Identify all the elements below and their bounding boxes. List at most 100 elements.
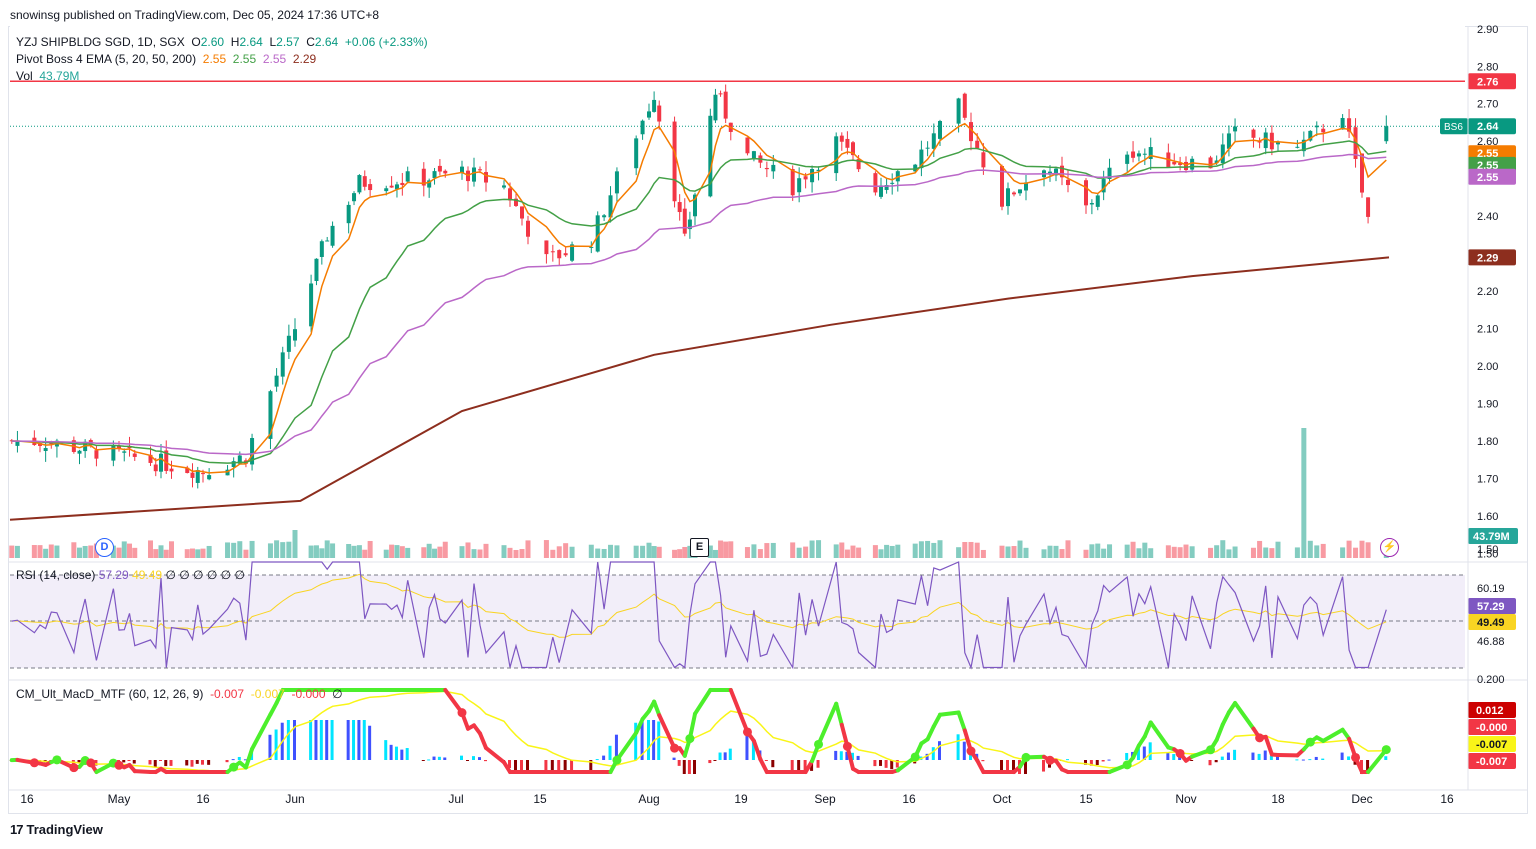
macd-histogram-bar <box>895 760 899 768</box>
macd-histogram-bar <box>657 721 661 760</box>
volume-bar <box>82 545 88 558</box>
candle-body <box>384 188 389 192</box>
candle-body <box>956 98 961 124</box>
candle-body <box>1233 126 1238 132</box>
volume-bar <box>330 543 336 558</box>
volume-bar <box>844 549 850 558</box>
candle-body <box>280 352 285 377</box>
volume-bar <box>1320 543 1326 558</box>
macd-histogram-bar <box>608 745 612 760</box>
macd-histogram-bar <box>274 729 278 760</box>
volume-bar <box>324 540 330 558</box>
volume-bar <box>421 547 427 558</box>
volume-bar <box>274 540 280 558</box>
candle-body <box>314 258 319 281</box>
candle-body <box>15 440 20 446</box>
volume-bar <box>912 543 918 558</box>
volume-bar <box>195 549 201 558</box>
flash-icon[interactable]: ⚡ <box>1380 538 1399 557</box>
macd-line-segment <box>1131 743 1141 760</box>
candle-body <box>201 473 205 475</box>
candle-body <box>845 138 850 148</box>
macd-histogram-bar <box>790 760 794 774</box>
macd-histogram-bar <box>1095 760 1099 766</box>
macd-cross-dot <box>69 763 79 773</box>
ema-legend[interactable]: Pivot Boss 4 EMA (5, 20, 50, 200) 2.55 2… <box>16 52 316 66</box>
candle-body <box>159 453 163 472</box>
macd-histogram-bar <box>405 748 409 760</box>
macd-histogram-bar <box>708 760 712 764</box>
candle-body <box>1066 179 1070 186</box>
macd-cross-dot <box>52 755 62 765</box>
volume-bar <box>1017 540 1023 558</box>
macd-histogram-bar <box>931 747 935 760</box>
volume-bar <box>1053 545 1059 558</box>
candle-body <box>797 178 802 193</box>
candle-body <box>1347 118 1352 132</box>
candle-body <box>472 167 476 182</box>
macd-histogram-bar <box>243 759 247 761</box>
macd-histogram-bar <box>443 757 447 760</box>
macd-histogram-bar <box>839 751 843 760</box>
macd-histogram-bar <box>362 720 366 760</box>
macd-histogram-bar <box>400 749 404 760</box>
macd-histogram-bar <box>557 760 561 774</box>
volume-bar <box>477 549 483 558</box>
price-tick-label: 1.80 <box>1477 436 1498 448</box>
volume-bar <box>153 549 159 558</box>
volume-bar <box>563 543 569 558</box>
candle-body <box>1263 132 1268 149</box>
volume-bar <box>71 542 77 558</box>
macd-histogram-bar <box>816 760 820 768</box>
candle-body <box>478 169 482 171</box>
macd-line-segment <box>132 769 153 774</box>
macd-line-segment <box>652 699 662 718</box>
macd-histogram-bar <box>237 756 241 760</box>
volume-bar <box>465 542 471 558</box>
price-tick-label: 2.70 <box>1477 99 1498 111</box>
volume-bar <box>980 549 986 558</box>
candle-body <box>43 448 48 451</box>
macd-cross-dot <box>1045 755 1055 765</box>
macd-histogram-bar <box>544 760 548 774</box>
candle-body <box>352 193 357 202</box>
volume-bar <box>672 549 678 558</box>
earnings-marker[interactable]: E <box>690 538 709 557</box>
candle-body <box>346 204 351 224</box>
time-axis-label: Jul <box>448 792 463 806</box>
macd-histogram-bar <box>602 755 606 760</box>
rsi-legend[interactable]: RSI (14, close) 57.29 49.49 ∅ ∅ ∅ ∅ ∅ ∅ <box>16 568 245 582</box>
price-tick-label: 1.60 <box>1477 511 1498 523</box>
macd-histogram-bar <box>207 760 211 765</box>
candle-body <box>132 453 137 457</box>
macd-histogram-bar <box>803 760 807 774</box>
macd-histogram-bar <box>1042 760 1045 772</box>
volume-bar <box>231 542 237 558</box>
macd-histogram-bar <box>231 759 235 761</box>
tradingview-brand[interactable]: 17 TradingView <box>10 822 103 837</box>
macd-histogram-bar <box>879 760 882 766</box>
volume-bar <box>556 546 562 558</box>
macd-histogram-bar <box>1314 756 1318 760</box>
candle-body <box>557 250 562 259</box>
candle-body <box>1340 117 1345 130</box>
candle-body <box>1308 130 1313 141</box>
macd-legend[interactable]: CM_Ult_MacD_MTF (60, 12, 26, 9) -0.007 -… <box>16 687 343 701</box>
macd-histogram-bar <box>718 752 722 760</box>
volume-bar <box>184 549 190 558</box>
macd-histogram-bar <box>1226 752 1230 760</box>
macd-cross-dot <box>685 734 695 744</box>
rsi-axis-label-bg <box>1468 598 1516 614</box>
candle-body <box>614 171 619 194</box>
candle-body <box>723 91 728 119</box>
macd-line-segment <box>816 701 839 747</box>
price-axis-label-bg <box>1468 249 1516 266</box>
macd-histogram-bar <box>169 760 173 766</box>
symbol-name[interactable]: YZJ SHIPBLDG SGD, 1D, SGX <box>16 35 185 49</box>
volume-legend[interactable]: Vol 43.79M <box>16 69 79 83</box>
dividend-marker[interactable]: D <box>95 538 114 557</box>
volume-bar <box>1124 544 1130 558</box>
volume-bar <box>1301 428 1307 558</box>
macd-histogram-bar <box>693 760 696 774</box>
